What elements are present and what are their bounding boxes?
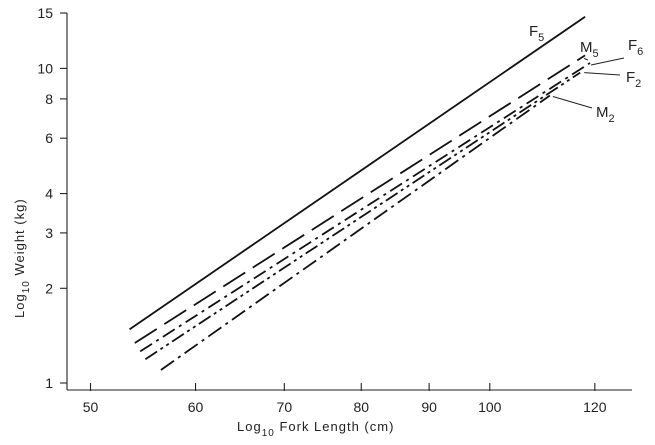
series-label-m2: M2: [596, 104, 615, 125]
leader-m5: [583, 57, 589, 61]
x-axis-title: Log10 Fork Length (cm): [237, 419, 394, 439]
y-tick-label: 4: [45, 186, 53, 202]
y-axis-title-sub: 10: [21, 280, 32, 293]
series-layer: [128, 15, 591, 371]
x-tick-label: 90: [421, 399, 437, 415]
series-line-m5: [134, 54, 586, 344]
y-tick-label: 2: [45, 280, 53, 296]
y-tick-label: 8: [45, 91, 53, 107]
x-tick-label: 100: [478, 399, 502, 415]
x-tick-label: 80: [353, 399, 369, 415]
y-tick-label: 1: [45, 375, 53, 391]
series-line-f5: [128, 15, 586, 331]
series-line-f6: [139, 62, 591, 353]
x-tick-label: 50: [83, 399, 99, 415]
x-tick-label: 120: [583, 399, 607, 415]
x-tick-label: 60: [188, 399, 204, 415]
series-labels: F5 M5 F6 F2 M2: [529, 23, 643, 125]
x-axis-title-pre: Log: [237, 419, 262, 434]
x-tick-label: 70: [277, 399, 293, 415]
series-label-f5: F5: [529, 23, 544, 44]
leader-m2: [552, 96, 593, 109]
y-axis-title-post: Weight (kg): [12, 198, 27, 280]
y-axis-title: Log10 Weight (kg): [12, 198, 32, 318]
x-axis-title-post: Fork Length (cm): [275, 419, 395, 434]
y-tick-label: 15: [37, 5, 53, 21]
y-axis-title-pre: Log: [12, 293, 27, 318]
leader-f6: [590, 57, 625, 66]
x-axis-title-sub: 10: [262, 428, 275, 439]
series-line-m2: [160, 94, 551, 371]
series-label-m5: M5: [580, 39, 599, 60]
series-label-f6: F6: [628, 37, 643, 58]
y-tick-label: 10: [37, 60, 53, 76]
y-tick-label: 6: [45, 130, 53, 146]
leader-f2: [584, 72, 621, 76]
y-tick-label: 3: [45, 225, 53, 241]
series-label-f2: F2: [626, 69, 641, 90]
series-line-f2: [144, 71, 581, 360]
axes: 1 2 3 4 6 8 10 15 50 60 70 80 90 100 120: [37, 5, 632, 415]
